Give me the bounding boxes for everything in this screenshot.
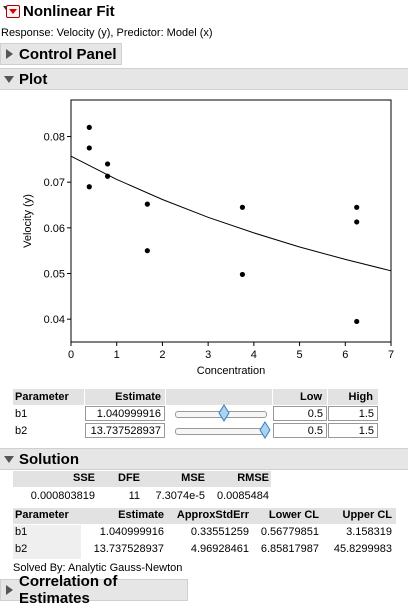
y-tick-label: 0.07	[44, 177, 65, 189]
disclosure-closed-icon[interactable]	[6, 49, 13, 59]
fit-curve	[70, 155, 392, 272]
data-point	[239, 204, 246, 210]
x-tick-label: 0	[68, 349, 74, 361]
x-tick-label: 4	[251, 349, 257, 361]
plot-title: Plot	[19, 70, 48, 88]
est-row-value: 4.96928461	[190, 543, 249, 555]
x-tick-label: 5	[297, 349, 303, 361]
solution-header[interactable]: Solution	[0, 448, 408, 470]
y-tick-label: 0.08	[44, 132, 65, 144]
nonlinear-fit-header[interactable]: Nonlinear Fit	[0, 0, 408, 22]
est-param-column-bg	[13, 525, 81, 559]
disclosure-open-icon[interactable]	[4, 455, 14, 463]
y-axis-label: Velocity (y)	[22, 194, 34, 248]
x-tick-label: 3	[205, 349, 211, 361]
solved-by-label: Solved By: Analytic Gauss-Newton	[13, 562, 183, 574]
data-point	[354, 204, 360, 210]
solution-title: Solution	[19, 450, 79, 468]
est-row-value: 13.737528937	[93, 543, 164, 555]
y-tick-label: 0.06	[44, 223, 65, 235]
estimates-table: Parameter Estimate ApproxStdErr Lower CL…	[13, 508, 397, 560]
b2-estimate-field[interactable]: 13.737528937	[85, 423, 165, 438]
est-param-header: Parameter	[15, 509, 69, 521]
disclosure-closed-icon[interactable]	[6, 585, 13, 595]
plot-header[interactable]: Plot	[0, 68, 408, 90]
dfe-value: 11	[128, 490, 140, 502]
mse-header: MSE	[181, 472, 205, 484]
est-lowercl-header: Lower CL	[268, 509, 319, 521]
sse-value: 0.000803819	[30, 490, 95, 502]
est-row-value: 1.040999916	[99, 526, 164, 538]
est-row-value: 6.85817987	[260, 543, 319, 555]
x-tick-label: 1	[114, 349, 120, 361]
plot-frame	[70, 99, 392, 343]
sse-header: SSE	[72, 472, 95, 484]
x-tick-label: 2	[159, 349, 165, 361]
est-row-name: b1	[15, 526, 28, 538]
x-tick-label: 7	[388, 349, 394, 361]
y-tick-label: 0.04	[44, 314, 65, 326]
rmse-value: 0.0085484	[217, 490, 269, 502]
correlation-header[interactable]: Correlation of Estimates	[0, 573, 188, 607]
est-uppercl-header: Upper CL	[342, 509, 393, 521]
data-point	[86, 184, 92, 190]
dfe-header: DFE	[118, 472, 140, 484]
x-axis-label: Concentration	[197, 365, 266, 377]
est-estimate-header: Estimate	[118, 509, 164, 521]
b1-low-field[interactable]: 0.5	[273, 406, 327, 421]
fit-statistics-table: SSE DFE MSE RMSE 0.000803819 11 7.3074e-…	[13, 471, 273, 505]
est-stderr-header: ApproxStdErr	[176, 509, 249, 521]
disclosure-open-icon[interactable]	[4, 75, 14, 83]
correlation-title: Correlation of Estimates	[19, 573, 118, 607]
response-predictor-line: Response: Velocity (y), Predictor: Model…	[1, 27, 213, 39]
x-tick-label: 6	[342, 349, 348, 361]
nonlinear-fit-plot: 0 1 2 3 4 5 6 7 0.04 0.05 0.06 0.07 0.08 Concentratio…	[22, 99, 394, 377]
control-panel-title: Control Panel	[19, 45, 117, 63]
param-name: b1	[15, 408, 28, 420]
est-row-name: b2	[15, 543, 28, 555]
est-row-value: 0.33551259	[190, 526, 249, 538]
data-point	[86, 145, 92, 151]
high-col-header: High	[328, 389, 378, 405]
fit-header-bg	[13, 471, 271, 487]
data-point	[354, 318, 360, 325]
data-point	[239, 271, 246, 278]
param-name: b2	[15, 425, 28, 437]
report-title: Nonlinear Fit	[23, 3, 115, 20]
param-col-header: Parameter	[13, 389, 84, 405]
b1-high-field[interactable]: 1.5	[328, 406, 378, 421]
control-panel-header[interactable]: Control Panel	[0, 43, 122, 65]
est-row-value: 45.8299983	[333, 543, 392, 555]
parameter-table: Parameter Estimate Low High b1 1.0409999…	[13, 389, 379, 439]
data-point	[354, 219, 360, 225]
mse-value: 7.3074e-5	[155, 490, 205, 502]
b2-high-field[interactable]: 1.5	[328, 423, 378, 438]
slider-col-header	[166, 389, 272, 405]
data-point	[144, 201, 150, 207]
b2-low-field[interactable]: 0.5	[273, 423, 327, 438]
b1-estimate-field[interactable]: 1.040999916	[85, 406, 165, 421]
est-row-value: 3.158319	[346, 526, 392, 538]
rmse-header: RMSE	[237, 472, 269, 484]
low-col-header: Low	[273, 389, 327, 405]
b2-slider[interactable]	[175, 428, 267, 435]
b2-slider-handle[interactable]	[259, 421, 271, 439]
red-triangle-menu-icon[interactable]	[6, 5, 20, 18]
est-header-bg	[13, 508, 396, 524]
estimate-col-header: Estimate	[85, 389, 165, 405]
data-point	[104, 161, 111, 167]
data-point	[86, 124, 92, 130]
y-tick-label: 0.05	[44, 269, 65, 281]
data-point	[104, 173, 111, 179]
est-row-value: 0.56779851	[260, 526, 319, 538]
data-point	[144, 248, 150, 254]
b1-slider-handle[interactable]	[218, 404, 230, 422]
